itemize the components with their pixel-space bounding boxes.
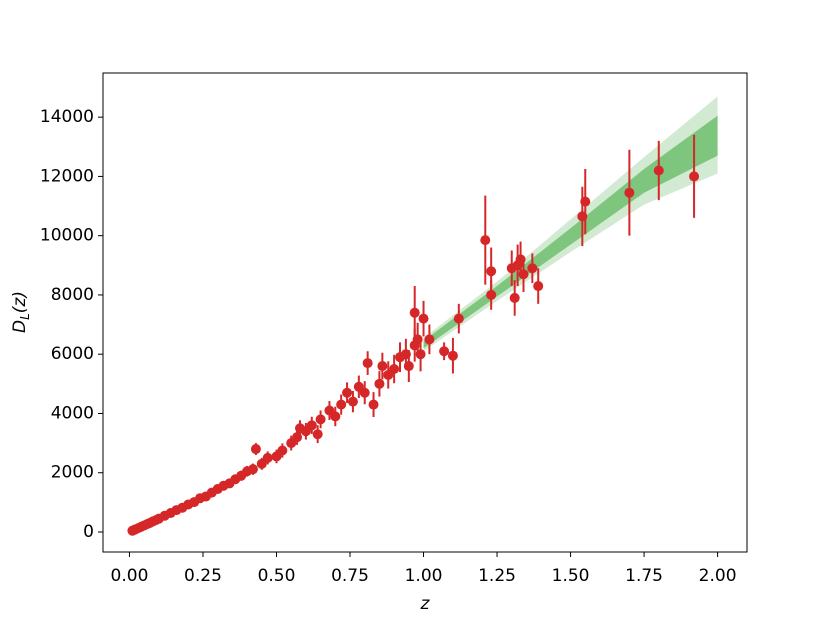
y-tick-label: 6000	[51, 344, 94, 364]
data-point	[359, 387, 370, 398]
x-tick-label: 0.00	[111, 566, 149, 586]
data-point	[653, 165, 664, 176]
data-point	[412, 334, 423, 345]
data-point	[409, 307, 420, 318]
data-point	[342, 387, 353, 398]
x-tick-label: 1.50	[552, 566, 590, 586]
data-point	[418, 313, 429, 324]
plot-frame	[102, 72, 748, 553]
data-point	[403, 361, 414, 372]
data-point	[577, 211, 588, 222]
data-point	[453, 313, 464, 324]
data-point	[518, 269, 529, 280]
data-point	[336, 399, 347, 410]
data-point	[389, 364, 400, 375]
data-point	[306, 420, 317, 431]
data-point	[312, 429, 323, 440]
y-tick-label: 12000	[40, 166, 94, 186]
data-point	[250, 444, 261, 455]
confidence-band	[423, 115, 718, 349]
data-point	[515, 254, 526, 265]
x-tick-label: 1.00	[405, 566, 443, 586]
x-tick-label: 0.25	[184, 566, 222, 586]
y-tick-label: 14000	[40, 107, 94, 127]
data-point	[292, 432, 303, 443]
data-point	[262, 452, 273, 463]
data-point	[486, 289, 497, 300]
data-point	[509, 292, 520, 303]
x-tick-label: 0.75	[331, 566, 369, 586]
data-point	[533, 281, 544, 292]
data-point	[374, 378, 385, 389]
y-tick-label: 4000	[51, 403, 94, 423]
data-point	[277, 445, 288, 456]
data-point	[362, 358, 373, 369]
data-point	[400, 349, 411, 360]
data-point	[527, 263, 538, 274]
data-point	[347, 396, 358, 407]
x-tick-label: 2.00	[699, 566, 737, 586]
data-point	[439, 346, 450, 357]
data-point	[624, 187, 635, 198]
data-point	[377, 361, 388, 372]
data-point	[689, 171, 700, 182]
y-tick-label: 2000	[51, 463, 94, 483]
data-point	[486, 266, 497, 277]
x-tick-label: 1.25	[478, 566, 516, 586]
data-point	[315, 414, 326, 425]
data-point	[480, 235, 491, 246]
data-point	[415, 349, 426, 360]
data-point	[368, 399, 379, 410]
y-tick-label: 0	[83, 522, 94, 542]
data-point	[580, 196, 591, 207]
x-axis-label: z	[420, 594, 431, 614]
data-point	[447, 350, 458, 361]
data-point	[247, 464, 258, 475]
data-point	[330, 411, 341, 422]
x-tick-label: 0.50	[258, 566, 296, 586]
x-tick-label: 1.75	[625, 566, 663, 586]
y-tick-label: 10000	[40, 226, 94, 246]
y-axis-label: DL(z)	[10, 291, 32, 333]
data-point	[424, 334, 435, 345]
y-tick-label: 8000	[51, 285, 94, 305]
